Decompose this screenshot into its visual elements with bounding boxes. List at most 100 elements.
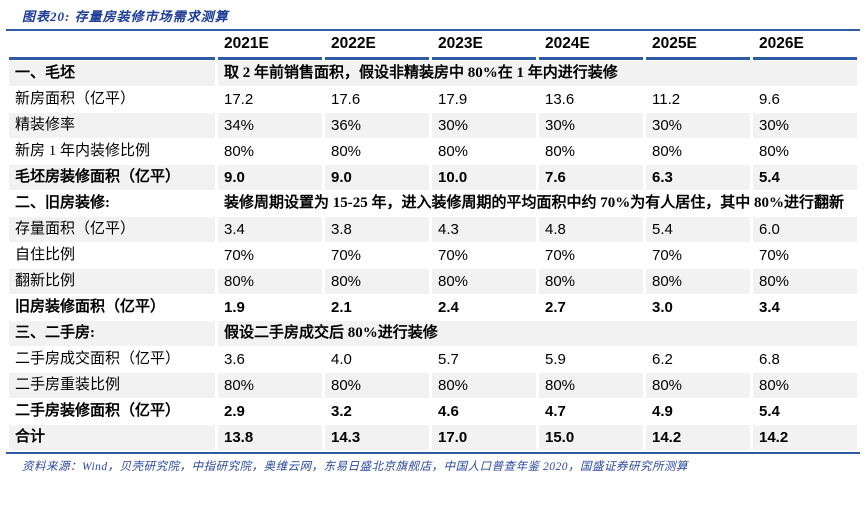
table-row: 新房 1 年内装修比例 80% 80% 80% 80% 80% 80%: [9, 139, 857, 164]
assumption-note: 装修周期设置为 15-25 年，进入装修周期的平均面积中约 70%为有人居住，其…: [224, 195, 844, 211]
cell-value: 30%: [432, 113, 536, 138]
year-column-header: 2025E: [646, 32, 750, 60]
row-label: 合计: [9, 425, 215, 450]
cell-value: 30%: [646, 113, 750, 138]
cell-value: 70%: [545, 247, 576, 264]
cell-value: 6.3: [646, 165, 750, 190]
cell-value: 7.6: [539, 165, 643, 190]
cell-value: 80%: [432, 269, 536, 294]
cell-value: 6.0: [753, 217, 857, 242]
row-label: 新房 1 年内装修比例: [15, 143, 151, 159]
cell-value: 5.4: [646, 217, 750, 242]
cell-value: 14.2: [753, 425, 857, 450]
cell-value: 70%: [331, 247, 362, 264]
cell-value: 13.6: [545, 91, 575, 108]
cell-value: 4.6: [438, 403, 459, 420]
cell-value: 30%: [539, 113, 643, 138]
cell-value: 3.6: [224, 351, 245, 368]
row-label: 毛坯房装修面积（亿平）: [9, 165, 215, 190]
cell-value: 3.4: [759, 299, 780, 316]
cell-value: 80%: [432, 373, 536, 398]
cell-value: 2.1: [331, 299, 352, 316]
table-row: 二手房重装比例 80% 80% 80% 80% 80% 80%: [9, 373, 857, 398]
table-row: 精装修率 34% 36% 30% 30% 30% 30%: [9, 113, 857, 138]
cell-value: 34%: [218, 113, 322, 138]
cell-value: 80%: [646, 269, 750, 294]
cell-value: 14.2: [646, 425, 750, 450]
cell-value: 80%: [218, 373, 322, 398]
cell-value: 4.3: [432, 217, 536, 242]
title-underline: [6, 29, 860, 31]
cell-value: 80%: [325, 269, 429, 294]
cell-value: 5.9: [545, 351, 566, 368]
cell-value: 80%: [545, 143, 576, 160]
year-column-header: 2022E: [325, 32, 429, 60]
subtotal-row: 毛坯房装修面积（亿平） 9.0 9.0 10.0 7.6 6.3 5.4: [9, 165, 857, 190]
cell-value: 5.4: [759, 403, 780, 420]
header-row: 2021E 2022E 2023E 2024E 2025E 2026E: [9, 32, 857, 60]
cell-value: 80%: [331, 143, 362, 160]
cell-value: 14.3: [325, 425, 429, 450]
table-row: 新房面积（亿平） 17.2 17.6 17.9 13.6 11.2 9.6: [9, 87, 857, 112]
cell-value: 80%: [539, 269, 643, 294]
section-row: 三、二手房: 假设二手房成交后 80%进行装修: [9, 321, 857, 346]
cell-value: 3.2: [331, 403, 352, 420]
cell-value: 80%: [652, 143, 683, 160]
cell-value: 30%: [753, 113, 857, 138]
row-label: 旧房装修面积（亿平）: [15, 299, 166, 315]
cell-value: 9.0: [218, 165, 322, 190]
section-row: 二、旧房装修: 装修周期设置为 15-25 年，进入装修周期的平均面积中约 70%…: [9, 191, 857, 216]
cell-value: 80%: [753, 269, 857, 294]
cell-value: 70%: [652, 247, 683, 264]
subtotal-row: 二手房装修面积（亿平） 2.9 3.2 4.6 4.7 4.9 5.4: [9, 399, 857, 424]
cell-value: 4.0: [331, 351, 352, 368]
cell-value: 80%: [539, 373, 643, 398]
table-row: 存量面积（亿平） 3.4 3.8 4.3 4.8 5.4 6.0: [9, 217, 857, 242]
cell-value: 15.0: [539, 425, 643, 450]
footer-rule: [6, 452, 860, 454]
year-column-header: 2024E: [539, 32, 643, 60]
table-row: 翻新比例 80% 80% 80% 80% 80% 80%: [9, 269, 857, 294]
table-row: 二手房成交面积（亿平） 3.6 4.0 5.7 5.9 6.2 6.8: [9, 347, 857, 372]
cell-value: 4.8: [539, 217, 643, 242]
table-row: 自住比例 70% 70% 70% 70% 70% 70%: [9, 243, 857, 268]
cell-value: 3.8: [325, 217, 429, 242]
cell-value: 80%: [759, 143, 790, 160]
cell-value: 80%: [646, 373, 750, 398]
row-label: 二手房成交面积（亿平）: [15, 351, 181, 367]
data-source-note: 资料来源：Wind，贝壳研究院，中指研究院，奥维云网，东易日盛北京旗舰店，中国人…: [22, 461, 689, 473]
cell-value: 9.0: [325, 165, 429, 190]
cell-value: 6.2: [652, 351, 673, 368]
table-body: 一、毛坯取 2 年前销售面积，假设非精装房中 80%在 1 年内进行装修新房面积…: [9, 61, 857, 450]
cell-value: 5.4: [753, 165, 857, 190]
cell-value: 6.8: [759, 351, 780, 368]
table-head: 2021E 2022E 2023E 2024E 2025E 2026E: [9, 32, 857, 60]
cell-value: 80%: [438, 143, 469, 160]
cell-value: 80%: [753, 373, 857, 398]
cell-value: 3.4: [218, 217, 322, 242]
cell-value: 80%: [218, 269, 322, 294]
cell-value: 9.6: [759, 91, 780, 108]
assumption-note: 取 2 年前销售面积，假设非精装房中 80%在 1 年内进行装修: [218, 61, 857, 86]
row-label: 精装修率: [9, 113, 215, 138]
cell-value: 2.9: [224, 403, 245, 420]
cell-value: 80%: [224, 143, 255, 160]
cell-value: 13.8: [218, 425, 322, 450]
row-label: 翻新比例: [9, 269, 215, 294]
row-label: 二手房装修面积（亿平）: [15, 403, 181, 419]
cell-value: 17.2: [224, 91, 254, 108]
assumption-note: 假设二手房成交后 80%进行装修: [218, 321, 857, 346]
label-column-header: [9, 32, 215, 60]
row-label: 存量面积（亿平）: [9, 217, 215, 242]
cell-value: 36%: [325, 113, 429, 138]
cell-value: 4.9: [652, 403, 673, 420]
cell-value: 5.7: [438, 351, 459, 368]
cell-value: 80%: [325, 373, 429, 398]
row-label: 二、旧房装修:: [15, 195, 110, 211]
section-row: 一、毛坯取 2 年前销售面积，假设非精装房中 80%在 1 年内进行装修: [9, 61, 857, 86]
cell-value: 70%: [438, 247, 469, 264]
cell-value: 11.2: [652, 91, 681, 108]
cell-value: 2.7: [545, 299, 566, 316]
row-label: 新房面积（亿平）: [15, 91, 136, 107]
